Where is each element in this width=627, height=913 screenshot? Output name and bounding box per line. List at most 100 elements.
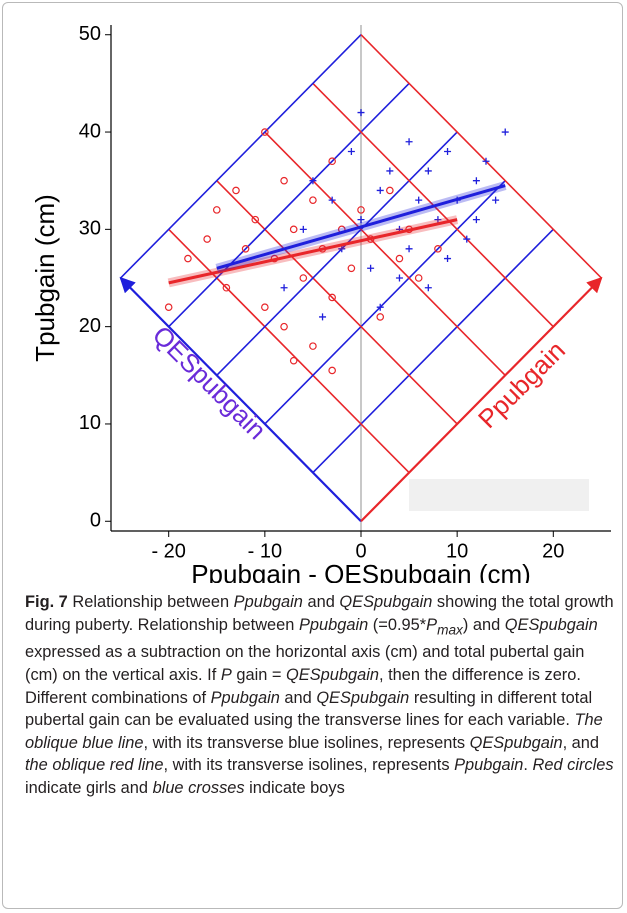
x-tick-label: - 10 [248,540,282,562]
girl-point [328,366,336,375]
x-tick-label: 0 [355,540,366,562]
boy-point [357,216,365,224]
girl-point [184,254,192,263]
caption-text: P [220,666,232,685]
boy-point [444,255,452,263]
p-axis-label: Ppubgain [472,335,571,434]
qes-isoline [216,131,458,376]
x-tick-label: 20 [542,540,564,562]
fit-line [168,218,458,285]
boy-point [280,284,288,292]
fit-line [216,184,506,270]
girl-point [280,176,288,185]
girl-point [164,303,173,311]
boy-point [376,186,384,194]
caption-text: , with its transverse blue isolines, rep… [143,733,470,752]
girl-point [328,293,336,302]
caption-text: QESpubgain [286,666,379,685]
p-edge [360,34,602,279]
caption: Fig. 7 Relationship between Ppubgain and… [25,591,615,800]
y-tick-label: 10 [79,412,101,434]
caption-text: . [523,756,533,775]
boy-point [357,109,365,117]
qes-axis [119,276,362,523]
boy-point [319,313,327,321]
boy-point [434,216,442,224]
girl-point [299,274,308,282]
caption-text: The oblique blue line [25,711,603,752]
boy-point [492,196,500,204]
girl-point [289,356,298,365]
girl-point [309,196,317,204]
boy-point [347,148,355,155]
p-isoline [168,228,410,474]
y-tick-label: 0 [90,510,101,532]
girl-point [386,186,394,195]
boy-point [405,245,413,253]
girl-point [357,206,365,214]
boy-point [376,303,384,311]
caption-text: Ppubgain [298,615,369,634]
qes-isoline [312,228,554,474]
caption-text: and [279,688,317,707]
caption-text: QESpubgain [469,733,563,752]
girl-point [289,225,298,234]
girl-point [261,128,269,136]
caption-text: ) and [462,615,505,634]
placeholder-box [409,479,589,511]
boy-point [386,167,394,175]
girl-point [395,254,404,263]
girl-point [222,283,231,292]
caption-text: , with its transverse isolines, represen… [163,756,455,775]
caption-text: , then the difference is zero. Different… [25,666,581,707]
p-isoline [216,180,458,425]
boy-point [472,216,480,224]
girl-point [251,215,260,224]
y-tick-label: 50 [79,23,101,45]
boy-point [444,148,452,155]
caption-text: gain = [231,666,287,685]
girl-point [414,274,423,282]
girl-point [280,322,288,331]
qes-isoline [264,180,506,425]
girl-point [328,157,336,166]
p-axis [360,276,603,523]
girl-point [261,303,269,311]
boy-point [482,157,490,165]
x-tick-label: - 20 [151,540,185,562]
boy-point [501,128,509,136]
girl-point [434,245,442,253]
x-axis-title: Ppubgain - QESpubgain (cm) [191,559,531,583]
caption-text: Relationship between [67,593,234,611]
p-isoline [264,131,506,376]
girl-point [241,245,250,253]
caption-text: expressed as a subtraction on the horizo… [25,643,585,685]
caption-text: , and [562,733,600,752]
boy-point [395,274,403,282]
boy-point [424,167,432,175]
boy-point [463,235,471,243]
qes-isoline [168,82,410,328]
boy-point [405,138,413,146]
caption-text: and [302,593,340,611]
girl-point [232,186,240,195]
x-tick-label: 10 [446,540,468,562]
boy-point [472,177,480,185]
caption-text: P [426,615,438,634]
caption-text: resulting in different total pubertal ga… [25,688,593,730]
boy-point [299,225,307,233]
caption-text: QESpubgain [339,593,433,611]
y-tick-label: 40 [79,120,101,142]
caption-text: showing the total growth during puberty.… [25,593,614,634]
caption-text: QESpubgain [504,615,598,634]
y-tick-label: 20 [79,315,101,337]
boy-point [309,177,317,185]
caption-text: blue crosses [152,779,245,798]
y-tick-label: 30 [79,218,101,240]
girl-point [376,313,385,321]
caption-text: Ppubgain [210,688,280,707]
caption-text: Ppubgain [233,593,303,611]
girl-point [347,264,356,273]
